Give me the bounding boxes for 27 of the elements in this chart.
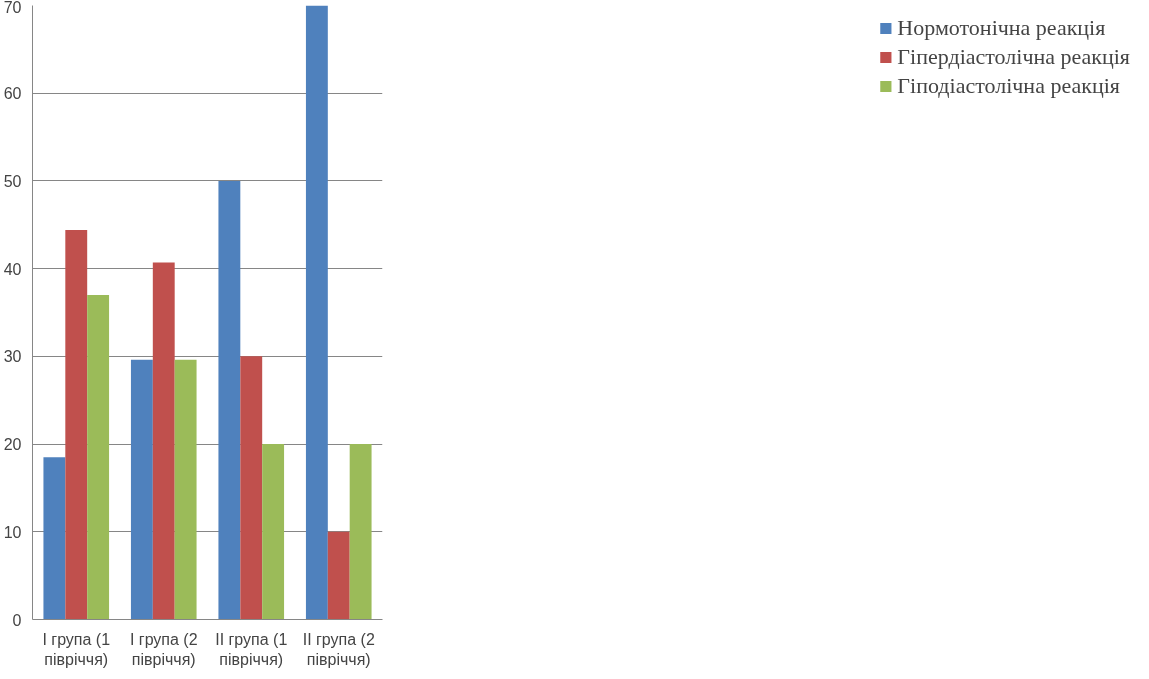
x-tick-label: ІІ група (1 півріччя) bbox=[215, 630, 288, 668]
bar bbox=[43, 457, 66, 620]
y-tick-label: 10 bbox=[3, 523, 22, 541]
bar bbox=[130, 359, 153, 620]
bar bbox=[240, 356, 263, 620]
bar bbox=[87, 294, 110, 620]
bar bbox=[262, 444, 285, 620]
y-tick-label: 60 bbox=[3, 85, 22, 103]
y-tick-label: 50 bbox=[3, 172, 22, 190]
bar bbox=[152, 262, 175, 620]
y-tick-label: 40 bbox=[3, 260, 22, 278]
y-tick-label: 0 bbox=[12, 611, 22, 629]
y-tick-label: 30 bbox=[3, 348, 22, 366]
x-tick-label: І група (2 півріччя) bbox=[129, 630, 198, 668]
y-tick-label: 70 bbox=[3, 0, 22, 16]
legend-label: Нормотонічна реакція bbox=[897, 15, 1106, 41]
bar bbox=[65, 230, 88, 620]
bar bbox=[218, 180, 241, 620]
bar bbox=[174, 359, 197, 620]
y-tick-label: 20 bbox=[3, 436, 22, 454]
x-tick-label: І група (1 півріччя) bbox=[42, 630, 111, 668]
x-tick-label: ІІ група (2 півріччя) bbox=[302, 630, 375, 668]
bar bbox=[327, 531, 350, 620]
bar bbox=[305, 5, 328, 620]
legend-label: Гіподіастолічна реакція bbox=[897, 73, 1120, 99]
bar bbox=[349, 444, 372, 620]
legend-label: Гіпердіастолічна реакція bbox=[897, 44, 1130, 70]
